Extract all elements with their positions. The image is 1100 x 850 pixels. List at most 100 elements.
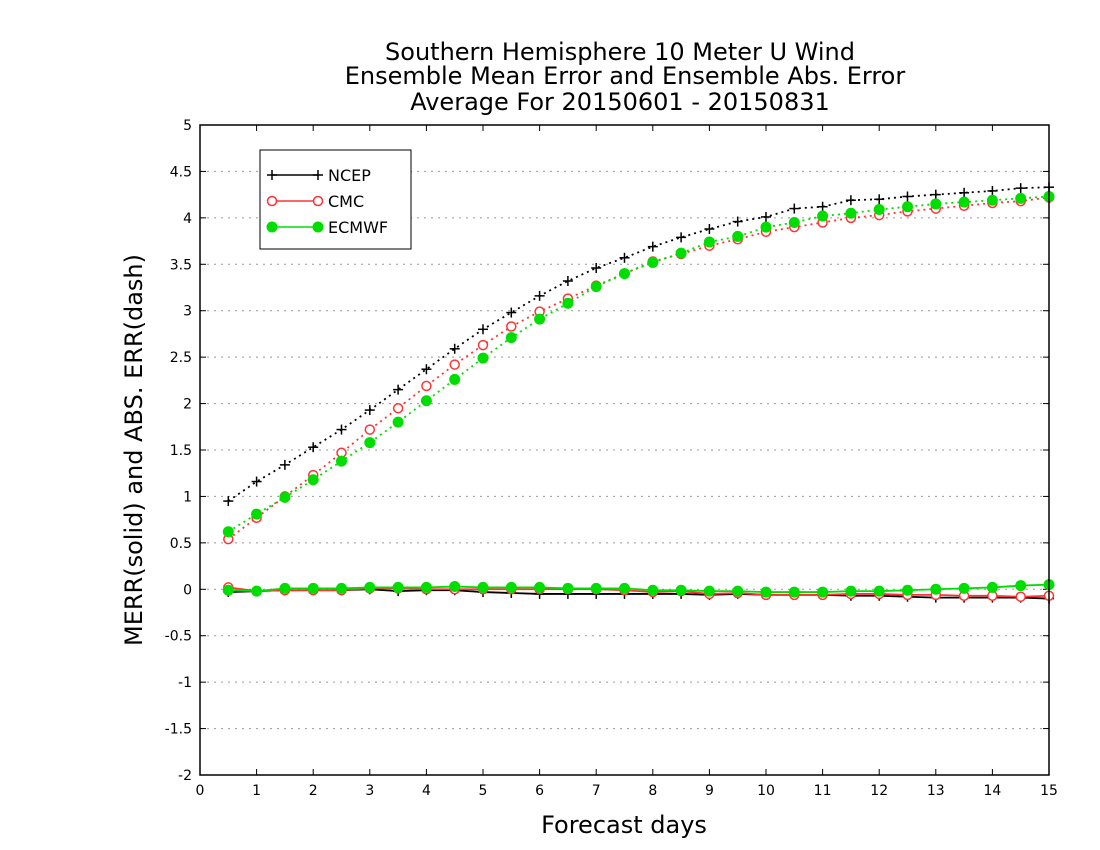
legend-marker-cmc <box>312 195 324 207</box>
y-tick-label: 3 <box>183 304 192 320</box>
ecmwf-abs-error-point <box>392 416 404 428</box>
legend-box <box>259 149 412 250</box>
legend-label-ncep: NCEP <box>328 166 371 185</box>
ecmwf-mean-error-point <box>732 585 744 597</box>
x-tick-label: 9 <box>705 783 714 799</box>
ecmwf-mean-error-point <box>336 582 347 594</box>
y-tick-label: -1 <box>178 675 192 691</box>
ecmwf-abs-error-point <box>449 373 461 385</box>
x-tick-label: 7 <box>592 783 601 799</box>
ncep-abs-error-point <box>279 459 290 470</box>
y-tick-label: 3.5 <box>170 257 192 273</box>
ecmwf-mean-error-point <box>703 585 715 597</box>
x-tick-label: 13 <box>927 783 945 799</box>
x-tick-label: 12 <box>870 783 888 799</box>
ecmwf-mean-error-point <box>1015 580 1027 592</box>
ecmwf-mean-error-point <box>675 584 687 596</box>
ncep-abs-error-point <box>562 276 573 286</box>
ecmwf-mean-error-point <box>619 582 630 594</box>
x-tick-label: 8 <box>648 783 657 799</box>
legend-label-ecmwf: ECMWF <box>328 218 388 237</box>
ecmwf-mean-error-point <box>873 585 885 597</box>
ncep-abs-error-point <box>732 216 743 227</box>
ncep-abs-error-point <box>223 496 234 507</box>
x-tick-label: 1 <box>252 783 261 799</box>
ncep-abs-error-point <box>478 324 488 335</box>
ecmwf-abs-error-point <box>590 281 602 293</box>
title-line-3: Average For 20150601 - 20150831 <box>410 88 830 116</box>
chart-title: Southern Hemisphere 10 Meter U Wind Ense… <box>345 38 906 116</box>
ecmwf-mean-error-point <box>760 586 772 598</box>
y-tick-label: -0.5 <box>165 629 192 645</box>
y-tick-label: 0 <box>183 582 192 598</box>
ecmwf-abs-error-point <box>534 313 546 325</box>
ncep-abs-error-point <box>449 343 460 354</box>
ecmwf-mean-error-point <box>986 581 998 593</box>
x-axis-label: Forecast days <box>541 811 707 839</box>
y-tick-label: 0.5 <box>170 536 192 552</box>
cmc-abs-error-point <box>477 339 489 351</box>
ecmwf-mean-error-point <box>958 582 970 594</box>
y-tick-label: -2 <box>178 768 192 784</box>
ecmwf-mean-error-point <box>505 581 517 593</box>
plot-frame <box>199 124 1050 776</box>
ecmwf-mean-error-point <box>902 584 913 596</box>
ecmwf-mean-error-point <box>279 582 291 594</box>
title-line-2: Ensemble Mean Error and Ensemble Abs. Er… <box>345 62 906 90</box>
ncep-abs-error-point <box>874 194 885 205</box>
ecmwf-abs-error-point <box>364 437 376 449</box>
ncep-abs-error-point <box>393 384 404 395</box>
ecmwf-mean-error-point <box>251 585 263 597</box>
ecmwf-abs-error-point <box>930 198 942 210</box>
ncep-abs-error-point <box>817 201 828 212</box>
series-layer <box>222 182 1055 604</box>
ncep-abs-error-point <box>647 241 658 252</box>
y-tick-label: 4 <box>183 211 192 227</box>
x-tick-label: 6 <box>535 783 544 799</box>
x-tick-label: 5 <box>479 783 488 799</box>
x-tick-label: 4 <box>422 783 431 799</box>
y-tick-label: 2 <box>183 397 192 413</box>
ecmwf-abs-error-point <box>222 526 234 538</box>
ncep-abs-error-point <box>534 290 545 301</box>
ncep-abs-error-point <box>761 211 771 222</box>
legend-marker-cmc <box>266 195 278 207</box>
x-tick-label: 3 <box>365 783 374 799</box>
y-tick-label: -1.5 <box>165 722 192 738</box>
ecmwf-abs-error-point <box>1015 192 1027 204</box>
ecmwf-abs-error-point <box>477 352 489 364</box>
ecmwf-abs-error-point <box>703 236 715 248</box>
ncep-abs-error-point <box>676 232 687 243</box>
legend-marker-ncep <box>267 170 277 180</box>
x-tick-label: 11 <box>814 783 832 799</box>
ecmwf-abs-error-point <box>817 210 829 222</box>
x-tick-label: 2 <box>309 783 318 799</box>
y-tick-label: 1.5 <box>170 443 192 459</box>
ncep-abs-error-point <box>506 307 517 318</box>
cmc-abs-error-point <box>364 424 376 435</box>
ecmwf-abs-error-point <box>307 474 319 486</box>
x-tick-label: 0 <box>196 783 205 799</box>
y-tick-label: 4.5 <box>170 164 192 180</box>
ecmwf-abs-error-point <box>958 196 970 208</box>
ecmwf-abs-error-point <box>505 332 517 344</box>
ecmwf-mean-error-point <box>534 581 546 593</box>
ecmwf-mean-error-point <box>817 586 829 598</box>
y-axis-label: MERR(solid) and ABS. ERR(dash) <box>120 254 148 646</box>
ncep-abs-error-point <box>845 195 856 206</box>
ecmwf-mean-error-point <box>364 581 376 593</box>
ecmwf-abs-error-point <box>760 221 772 233</box>
ecmwf-mean-error-point <box>647 584 659 596</box>
ecmwf-abs-error-point <box>788 217 800 228</box>
ecmwf-mean-error-point <box>477 581 489 593</box>
ecmwf-mean-error-point <box>420 581 432 593</box>
legend-marker-ecmwf <box>266 221 278 233</box>
ncep-abs-error-point <box>421 364 432 375</box>
ecmwf-mean-error-point <box>845 585 857 597</box>
ncep-abs-error-point <box>930 189 941 200</box>
series-cmc <box>223 192 1055 602</box>
legend-marker-ncep <box>313 170 323 180</box>
cmc-abs-error-point <box>392 402 404 414</box>
legend-marker-ecmwf <box>312 221 324 233</box>
